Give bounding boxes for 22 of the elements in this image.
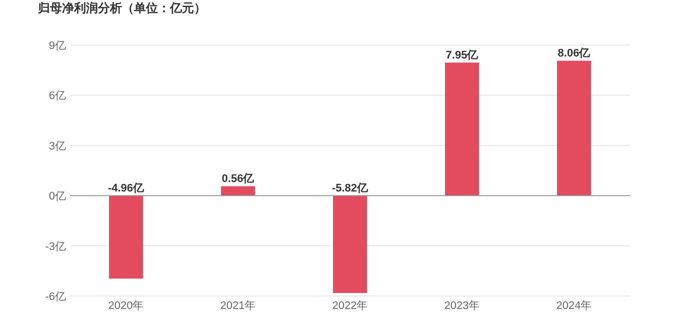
data-label: -4.96亿 (108, 182, 146, 195)
y-tick-label: 3亿 (48, 140, 66, 152)
data-label: 8.06亿 (558, 48, 592, 60)
bar (557, 60, 591, 196)
bar (109, 196, 143, 279)
bar (333, 196, 367, 293)
data-label: 0.56亿 (222, 173, 256, 186)
x-tick-label: 2024年 (556, 300, 592, 312)
data-label: 7.95亿 (446, 50, 480, 62)
x-tick-label: 2022年 (332, 300, 368, 312)
y-tick-label: 6亿 (48, 90, 66, 102)
bar (445, 62, 479, 196)
x-tick-label: 2020年 (108, 300, 144, 312)
x-tick-label: 2023年 (444, 300, 480, 312)
y-tick-label: -3亿 (45, 240, 66, 253)
y-tick-label: -6亿 (45, 291, 66, 303)
data-label: -5.82亿 (332, 182, 370, 195)
bar (221, 186, 255, 196)
chart-title: 归母净利润分析（单位：亿元） (37, 1, 206, 15)
y-tick-label: 9亿 (48, 40, 66, 52)
x-tick-label: 2021年 (220, 300, 256, 312)
y-tick-label: 0亿 (48, 190, 66, 203)
